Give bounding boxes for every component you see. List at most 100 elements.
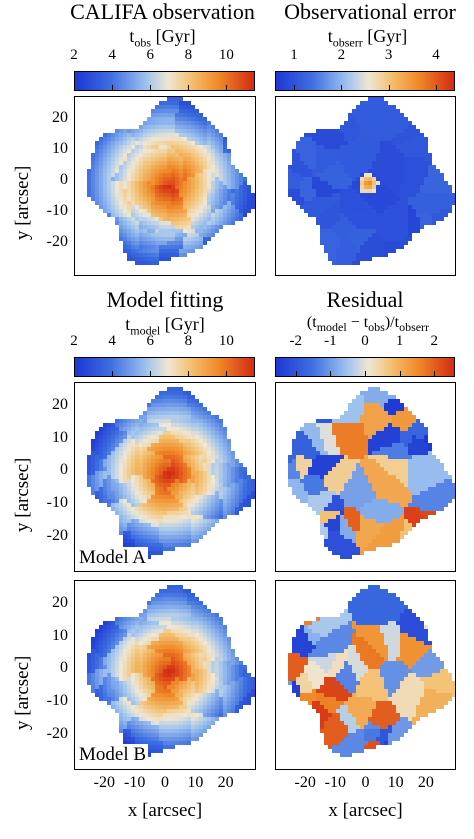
- map-pixel: [231, 491, 235, 495]
- map-pixel: [123, 177, 127, 181]
- map-pixel: [155, 463, 159, 467]
- map-pixel: [163, 427, 167, 431]
- map-pixel: [356, 547, 360, 551]
- map-pixel: [432, 475, 436, 479]
- map-pixel: [123, 173, 127, 177]
- map-pixel: [103, 495, 107, 499]
- map-pixel: [344, 531, 348, 535]
- map-pixel: [300, 459, 304, 463]
- map-pixel: [127, 133, 131, 137]
- map-pixel: [308, 463, 312, 467]
- map-pixel: [135, 511, 139, 515]
- map-pixel: [340, 491, 344, 495]
- map-pixel: [231, 173, 235, 177]
- map-pixel: [151, 407, 155, 411]
- map-pixel: [243, 495, 247, 499]
- map-pixel: [203, 213, 207, 217]
- map-pixel: [223, 499, 227, 503]
- map-pixel: [332, 483, 336, 487]
- map-pixel: [219, 495, 223, 499]
- map-pixel: [111, 475, 115, 479]
- map-pixel: [215, 507, 219, 511]
- map-pixel: [376, 245, 380, 249]
- map-pixel: [392, 105, 396, 109]
- map-pixel: [119, 169, 123, 173]
- map-pixel: [171, 245, 175, 249]
- map-pixel: [448, 197, 452, 201]
- map-pixel: [376, 197, 380, 201]
- map-pixel: [408, 431, 412, 435]
- map-pixel: [179, 483, 183, 487]
- map-pixel: [151, 157, 155, 161]
- map-pixel: [207, 189, 211, 193]
- map-pixel: [356, 503, 360, 507]
- map-pixel: [131, 157, 135, 161]
- map-pixel: [364, 165, 368, 169]
- map-pixel: [115, 419, 119, 423]
- map-pixel: [376, 149, 380, 153]
- map-pixel: [119, 435, 123, 439]
- map-pixel: [420, 217, 424, 221]
- map-pixel: [119, 213, 123, 217]
- map-pixel: [119, 499, 123, 503]
- map-pixel: [360, 547, 364, 551]
- map-pixel: [127, 221, 131, 225]
- map-pixel: [91, 197, 95, 201]
- map-pixel: [135, 463, 139, 467]
- map-pixel: [159, 523, 163, 527]
- map-pixel: [372, 237, 376, 241]
- obs-cb-label-unit: [Gyr]: [155, 26, 196, 46]
- map-pixel: [352, 487, 356, 491]
- map-pixel: [436, 483, 440, 487]
- map-pixel: [292, 471, 296, 475]
- map-pixel: [151, 625, 155, 629]
- map-pixel: [344, 447, 348, 451]
- map-pixel: [292, 149, 296, 153]
- map-pixel: [115, 637, 119, 641]
- map-pixel: [356, 225, 360, 229]
- map-pixel: [392, 109, 396, 113]
- map-pixel: [203, 411, 207, 415]
- map-pixel: [292, 173, 296, 177]
- map-pixel: [328, 209, 332, 213]
- map-pixel: [235, 189, 239, 193]
- map-pixel: [416, 209, 420, 213]
- map-pixel: [95, 149, 99, 153]
- map-pixel: [187, 201, 191, 205]
- map-pixel: [308, 459, 312, 463]
- map-pixel: [223, 447, 227, 451]
- map-pixel: [163, 589, 167, 593]
- map-pixel: [187, 543, 191, 547]
- map-pixel: [420, 507, 424, 511]
- map-pixel: [247, 185, 251, 189]
- map-pixel: [207, 511, 211, 515]
- map-pixel: [175, 399, 179, 403]
- map-pixel: [175, 471, 179, 475]
- map-pixel: [123, 197, 127, 201]
- map-pixel: [139, 519, 143, 523]
- map-pixel: [400, 137, 404, 141]
- map-pixel: [159, 431, 163, 435]
- map-pixel: [159, 153, 163, 157]
- map-pixel: [151, 487, 155, 491]
- map-pixel: [420, 471, 424, 475]
- map-pixel: [332, 475, 336, 479]
- map-pixel: [368, 443, 372, 447]
- map-pixel: [171, 467, 175, 471]
- map-pixel: [175, 177, 179, 181]
- map-pixel: [143, 185, 147, 189]
- map-pixel: [432, 217, 436, 221]
- map-pixel: [103, 629, 107, 633]
- map-pixel: [195, 399, 199, 403]
- map-pixel: [440, 201, 444, 205]
- map-pixel: [392, 113, 396, 117]
- map-pixel: [151, 245, 155, 249]
- map-pixel: [320, 225, 324, 229]
- map-pixel: [215, 475, 219, 479]
- map-pixel: [356, 205, 360, 209]
- map-pixel: [215, 161, 219, 165]
- map-pixel: [231, 213, 235, 217]
- map-pixel: [436, 463, 440, 467]
- map-pixel: [372, 487, 376, 491]
- map-pixel: [356, 153, 360, 157]
